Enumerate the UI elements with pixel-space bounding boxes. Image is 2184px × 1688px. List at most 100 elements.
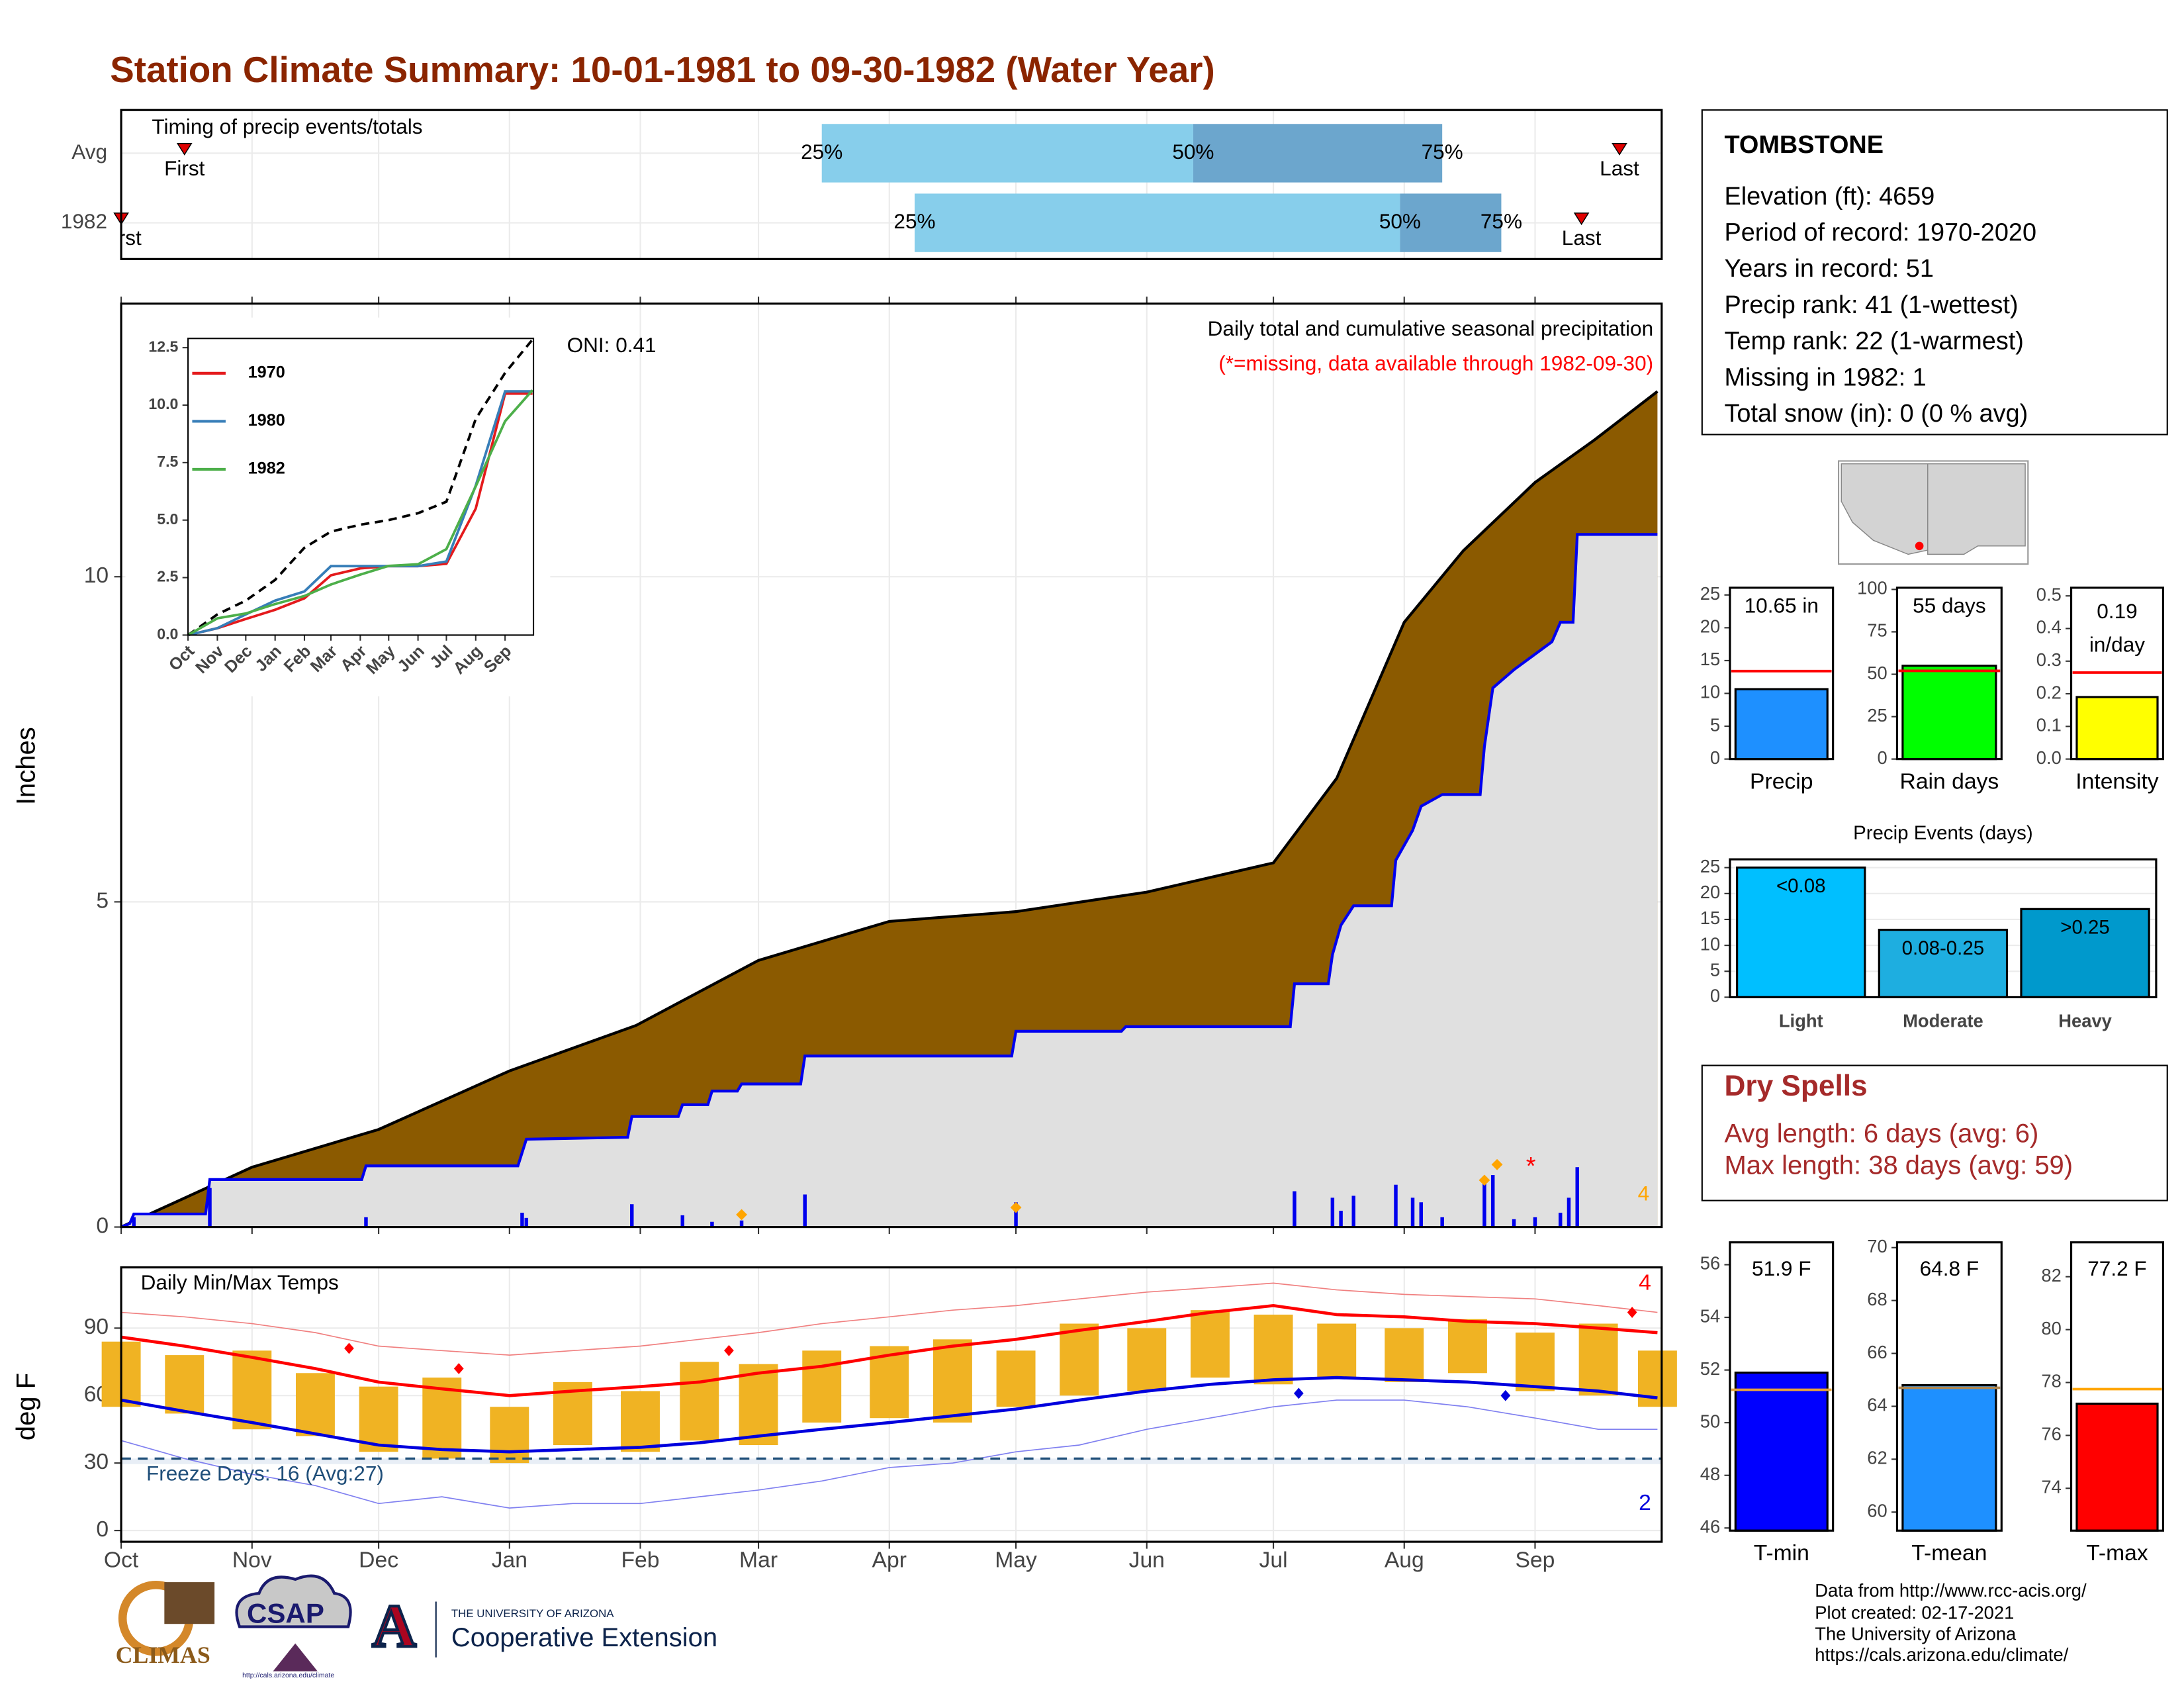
y-tick-label: 0 [1710,986,1720,1006]
quantile-label: 75% [1422,140,1463,164]
event-marker [176,142,193,156]
y-tick-label: 20 [1700,882,1720,902]
daily-precip-bar [1482,1181,1486,1227]
daily-temp-bar [802,1350,842,1423]
legend-label: 1982 [248,459,285,478]
late-range [1400,193,1502,252]
early-range [915,193,1400,252]
daily-temp-bar [680,1362,719,1441]
x-tick-label: Nov [232,1548,272,1572]
value-label: 55 days [1913,594,1986,618]
dry-spells-line: Max length: 38 days (avg: 59) [1724,1151,2073,1180]
daily-temp-bar [1127,1328,1167,1391]
record-max-line [121,1282,1658,1356]
y-tick-label: 2.5 [157,568,178,585]
record-low-marker [1293,1387,1304,1399]
record-high-marker [344,1342,354,1354]
bar [1734,688,1829,761]
bar [1734,1372,1829,1532]
y-tick-label: 50 [1867,663,1887,683]
footer-line: https://cals.arizona.edu/climate/ [1815,1644,2068,1665]
station-lines: Elevation (ft): 4659 Period of record: 19… [1724,183,2036,428]
daily-temp-bar [359,1386,398,1452]
bar-label: 0.08-0.25 [1902,937,1984,959]
climas-mark [164,1582,215,1624]
y-tick-label: 10 [1700,682,1720,702]
daily-precip-bar [1014,1202,1018,1227]
station-line: Years in record: 51 [1724,255,1933,283]
value-label: 51.9 F [1752,1256,1811,1280]
daily-precip-bar [1351,1196,1355,1227]
daily-precip-bar [520,1212,524,1227]
y-tick-label: 60 [1867,1501,1887,1521]
y-tick-label: 0.1 [2036,715,2062,735]
footer-line: Data from http://www.rcc-acis.org/ [1815,1580,2087,1601]
category-label: T-min [1754,1541,1809,1566]
daily-temp-bar [232,1350,272,1430]
daily-precip-bar [1394,1184,1398,1227]
extreme-marker [1479,1174,1490,1186]
x-tick-label: Dec [359,1548,398,1572]
daily-precip-bar [364,1217,368,1227]
category-label: Heavy [2058,1011,2112,1031]
station-line: Precip rank: 41 (1-wettest) [1724,291,2018,319]
record-low-marker [1500,1389,1511,1401]
daily-precip-bar [630,1204,634,1227]
daily-precip-bar [1410,1197,1415,1227]
event-marker [1573,212,1590,226]
plot-frame [1729,1241,1835,1532]
record-min-line [120,1399,1658,1509]
y-tick-label: 66 [1867,1342,1887,1362]
y-tick-label: 20 [1700,616,1720,637]
quantile-label: 50% [1379,209,1421,233]
x-tick-label: Apr [872,1548,907,1572]
bar [1878,929,2009,999]
average-line [120,390,1659,1229]
footer-line: The University of Arizona [1815,1623,2017,1644]
daily-temp-bar [1253,1314,1293,1385]
bar [1901,665,1997,761]
record-high-marker [453,1363,464,1374]
station-box [1701,109,2168,436]
category-label: Light [1779,1011,1823,1031]
csap-logo-text: CSAP [247,1598,324,1629]
daily-precip-bar [803,1194,807,1227]
dry-spells-line: Avg length: 6 days (avg: 6) [1724,1119,2038,1148]
daily-precip-bar [524,1217,529,1227]
y-tick-label: 10 [84,563,109,588]
y-tick-label: 5.0 [157,510,178,528]
y-tick-label: 0.5 [2036,584,2062,604]
daily-temp-bar [1447,1319,1487,1374]
daily-precip-bar [1339,1211,1343,1227]
plot-frame [1729,586,1835,761]
station-line: Missing in 1982: 1 [1724,363,1926,391]
daily-temp-bar [1190,1310,1230,1378]
daily-temp-bar [1515,1333,1555,1391]
y-axis-label: deg F [12,1373,41,1440]
y-tick-label: 10 [1700,933,1720,954]
daily-precip-bar [1490,1175,1495,1227]
y-tick-label: 90 [84,1315,109,1339]
record-high-count: 4 [1639,1271,1651,1295]
y-tick-label: 75 [1867,620,1887,641]
daily-temp-bar [996,1350,1036,1407]
daily-temp-bar [933,1339,972,1423]
y-tick-label: 100 [1857,578,1888,598]
y-tick-label: 56 [1700,1253,1720,1274]
extension-name: Cooperative Extension [451,1623,717,1652]
category-label: Intensity [2075,769,2159,794]
y-tick-label: 52 [1700,1358,1720,1379]
quantile-label: 25% [801,140,842,164]
daily-precip-bar [1440,1217,1444,1227]
category-label: T-max [2086,1541,2148,1566]
freeze-text: Freeze Days: 16 (Avg:27) [146,1461,384,1485]
bar [2020,908,2150,999]
plot-frame [1895,586,2003,761]
daily-precip-bar [1330,1197,1335,1227]
daily-temp-bar [1637,1350,1677,1407]
record-low-count: 2 [1639,1491,1651,1515]
y-tick-label: 74 [2041,1477,2061,1497]
x-tick-label: Sep [1516,1548,1555,1572]
y-tick-label: 0 [1878,747,1888,768]
